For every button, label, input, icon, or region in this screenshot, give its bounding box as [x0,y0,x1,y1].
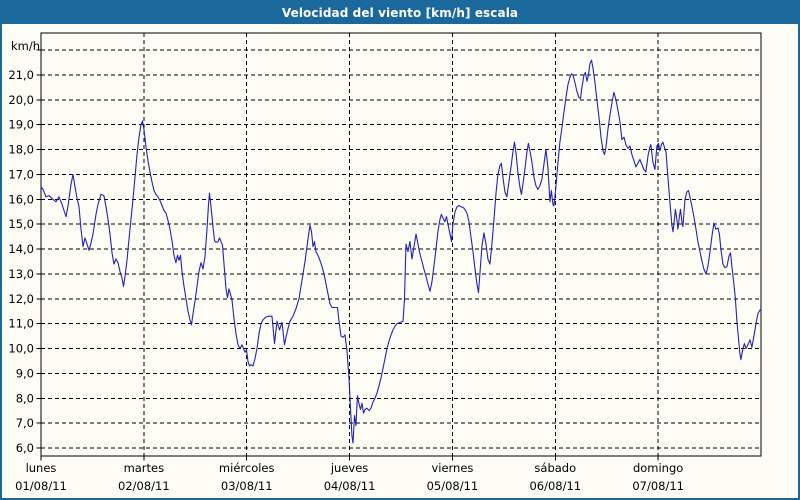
x-date-label: 06/08/11 [529,479,581,493]
y-tick-label: 8,0 [16,391,34,405]
y-tick-label: 12,0 [8,292,34,306]
x-day-label: jueves [330,461,368,475]
x-date-label: 02/08/11 [118,479,170,493]
x-day-label: lunes [26,461,57,475]
y-tick-label: 14,0 [8,242,34,256]
wind-speed-chart: 6,0 7,0 8,0 9,0 10,0 11,0 12,0 13,0 14,0 15,0 16,0… [8,32,762,493]
y-tick-label: 9,0 [16,366,34,380]
y-tick-label: 6,0 [16,441,34,455]
x-date-label: 05/08/11 [427,479,479,493]
window-title: Velocidad del viento [km/h] escala [281,6,519,20]
y-tick-label: 16,0 [8,192,34,206]
wind-speed-line [40,59,761,444]
x-day-label: domingo [633,461,683,475]
y-tick-label: 11,0 [8,317,34,331]
y-axis-unit-label: km/h [11,39,40,53]
y-tick-label: 7,0 [16,416,34,430]
x-date-label: 03/08/11 [221,479,273,493]
chart-area: 6,0 7,0 8,0 9,0 10,0 11,0 12,0 13,0 14,0 15,0 16,0… [2,24,798,498]
x-day-label: sábado [534,461,576,475]
y-tick-label: 18,0 [8,143,34,157]
title-bar: Velocidad del viento [km/h] escala [2,2,798,24]
x-day-label: martes [124,461,165,475]
y-tick-label: 17,0 [8,167,34,181]
x-date-label: 04/08/11 [324,479,376,493]
y-tick-label: 19,0 [8,118,34,132]
x-day-label: viernes [431,461,473,475]
y-tick-label: 15,0 [8,217,34,231]
x-day-label: miércoles [219,461,275,475]
plot-frame [40,32,762,457]
x-date-label: 07/08/11 [632,479,684,493]
x-date-label: 01/08/11 [15,479,67,493]
y-tick-label: 10,0 [8,342,34,356]
y-tick-label: 21,0 [8,68,34,82]
y-tick-label: 13,0 [8,267,34,281]
y-tick-label: 20,0 [8,93,34,107]
